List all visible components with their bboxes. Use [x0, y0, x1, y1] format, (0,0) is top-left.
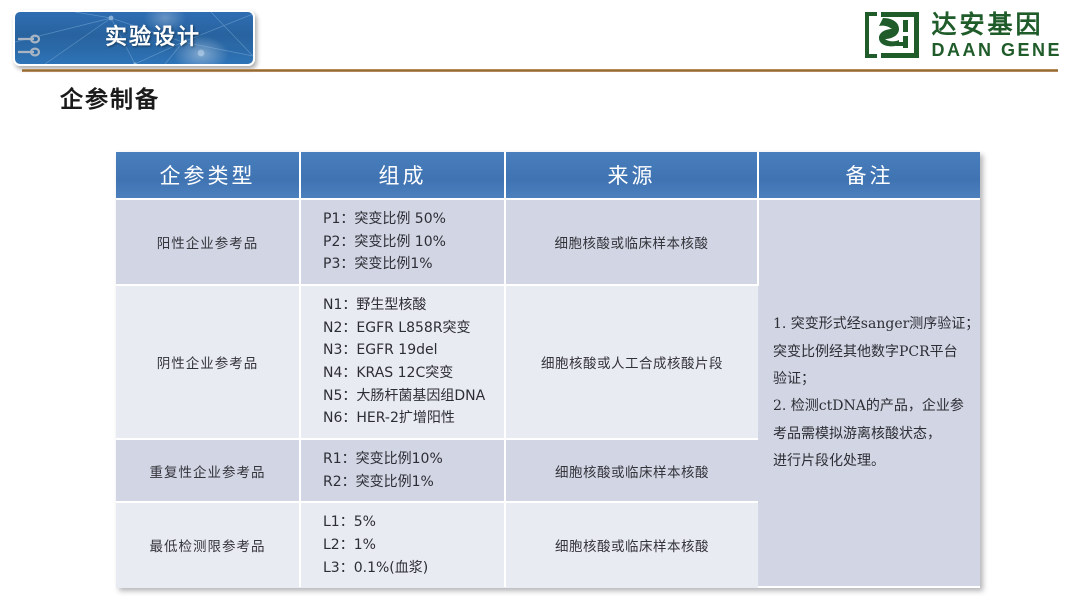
company-logo: 达安基因 DAAN GENE	[863, 8, 1062, 62]
composition-line: N1：野生型核酸	[323, 297, 427, 314]
cell-composition: N1：野生型核酸 N2：EGFR L858R突变 N3：EGFR 19del N…	[300, 285, 506, 441]
cell-type: 最低检测限参考品	[116, 502, 301, 588]
logo-text-block: 达安基因 DAAN GENE	[931, 12, 1062, 59]
column-header-type: 企参类型	[116, 152, 301, 200]
composition-line: R2：突变比例1%	[323, 473, 434, 490]
table-row: 阳性企业参考品 P1：突变比例 50% P2：突变比例 10% P3：突变比例1…	[116, 199, 980, 589]
header-divider-rule	[22, 69, 1058, 72]
table-row: 最低检测限参考品 L1：5% L2：1% L3：0.1%(血浆) 细胞核酸或临床…	[116, 502, 980, 588]
table-row: 阴性企业参考品 N1：野生型核酸 N2：EGFR L858R突变 N3：EGFR…	[116, 285, 980, 441]
composition-line: P2：突变比例 10%	[323, 233, 446, 250]
remark-line: 突变比例经其他数字PCR平台	[773, 343, 958, 360]
cell-type: 阴性企业参考品	[116, 285, 301, 441]
cell-composition: P1：突变比例 50% P2：突变比例 10% P3：突变比例1%	[300, 199, 506, 287]
composition-line: N3：EGFR 19del	[323, 342, 438, 359]
column-header-composition: 组成	[300, 152, 506, 200]
cell-source: 细胞核酸或人工合成核酸片段	[505, 285, 758, 441]
cell-source: 细胞核酸或临床样本核酸	[505, 502, 758, 588]
composition-line: N2：EGFR L858R突变	[323, 319, 471, 336]
logo-english-name: DAAN GENE	[931, 39, 1062, 60]
composition-line: N6：HER-2扩增阳性	[323, 410, 455, 427]
composition-line: P1：突变比例 50%	[323, 211, 446, 227]
slide-header: 实验设计 达安基因 DAAN GENE	[0, 0, 1080, 78]
cell-remark: 1. 突变形式经sanger测序验证； 突变比例经其他数字PCR平台 验证； 2…	[758, 199, 980, 589]
table-row: 重复性企业参考品 R1：突变比例10% R2：突变比例1% 细胞核酸或临床样本核…	[116, 439, 980, 504]
composition-line: R1：突变比例10%	[323, 451, 443, 468]
cell-source: 细胞核酸或临床样本核酸	[505, 199, 759, 287]
section-banner: 实验设计	[13, 10, 255, 66]
column-header-remark: 备注	[758, 152, 980, 200]
daan-gene-emblem-icon	[865, 12, 920, 58]
cell-type: 阳性企业参考品	[116, 199, 301, 287]
remark-line: 进行片段化处理。	[773, 452, 885, 469]
page-title: 企参制备	[60, 87, 160, 113]
composition-line: N4：KRAS 12C突变	[323, 365, 454, 382]
composition-line: N5：大肠杆菌基因组DNA	[323, 387, 486, 404]
composition-line: P3：突变比例1%	[323, 256, 433, 273]
composition-line: L2：1%	[323, 537, 376, 554]
composition-line: L1：5%	[323, 514, 376, 531]
cell-type: 重复性企业参考品	[116, 439, 301, 504]
reference-materials-table-container: 企参类型 组成 来源 备注 阳性企业参考品 P1：突变比例 50% P2：突变比…	[116, 152, 980, 589]
remark-line: 验证；	[773, 370, 815, 387]
remark-line: 2. 检测ctDNA的产品，企业参	[773, 398, 964, 415]
cell-composition: L1：5% L2：1% L3：0.1%(血浆)	[300, 502, 506, 588]
logo-chinese-name: 达安基因	[931, 9, 1044, 39]
remark-line: 考品需模拟游离核酸状态，	[773, 425, 941, 442]
section-banner-label: 实验设计	[104, 25, 201, 50]
column-header-source: 来源	[505, 152, 759, 200]
cell-composition: R1：突变比例10% R2：突变比例1%	[300, 439, 506, 504]
table-header-row: 企参类型 组成 来源 备注	[116, 152, 980, 200]
composition-line: L3：0.1%(血浆)	[323, 559, 429, 576]
reference-materials-table: 企参类型 组成 来源 备注 阳性企业参考品 P1：突变比例 50% P2：突变比…	[116, 152, 980, 589]
cell-source: 细胞核酸或临床样本核酸	[505, 439, 758, 504]
binder-rings-icon	[18, 34, 41, 57]
remark-line: 1. 突变形式经sanger测序验证；	[773, 316, 980, 333]
